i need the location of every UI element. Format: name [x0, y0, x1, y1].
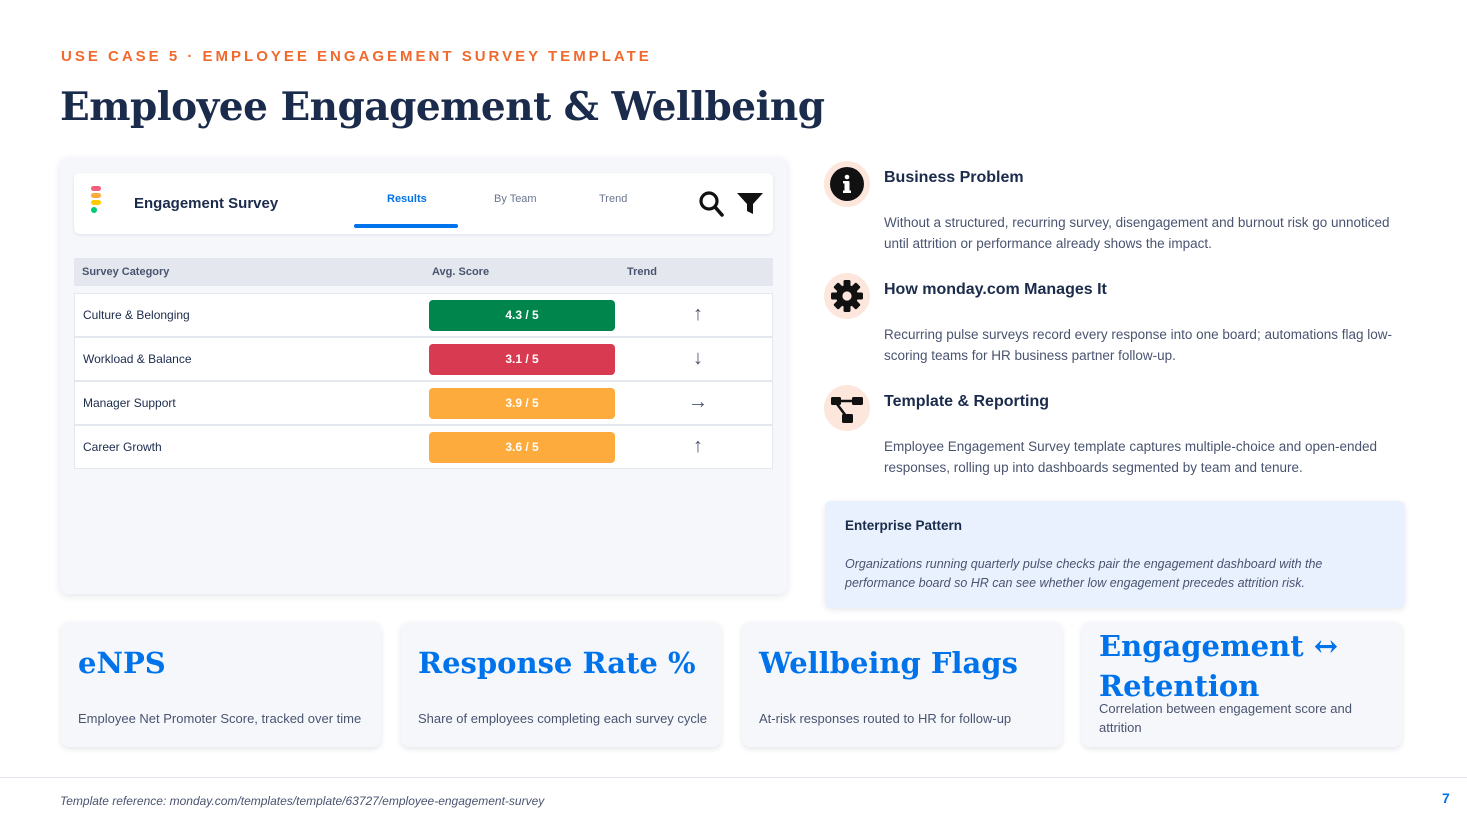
- card-description: Correlation between engagement score and…: [1099, 701, 1352, 735]
- table-header: Survey Category Avg. Score Trend: [74, 258, 773, 286]
- feature-title: Business Problem: [884, 169, 1024, 186]
- score-badge: 3.1 / 5: [429, 344, 615, 375]
- column-header-score: Avg. Score: [432, 266, 490, 278]
- column-header-category: Survey Category: [82, 266, 170, 278]
- info-icon-wrap: [824, 161, 870, 207]
- feature-description: Without a structured, recurring survey, …: [884, 215, 1390, 251]
- feature-title: Template & Reporting: [884, 393, 1050, 410]
- callout-body: Organizations running quarterly pulse ch…: [845, 557, 1323, 590]
- table-row[interactable]: Workload & Balance 3.1 / 5 ↓: [74, 337, 773, 381]
- hierarchy-icon-wrap: [824, 385, 870, 431]
- card-description: Employee Net Promoter Score, tracked ove…: [78, 711, 362, 726]
- footer-divider: [0, 777, 1467, 778]
- trend-up-icon: ↑: [693, 435, 703, 457]
- tab-trend[interactable]: Trend: [599, 193, 628, 205]
- filter-icon[interactable]: [736, 191, 764, 217]
- page-number: 7: [1442, 790, 1450, 806]
- row-category: Career Growth: [83, 440, 162, 454]
- tab-by-team[interactable]: By Team: [494, 193, 537, 205]
- table-row[interactable]: Manager Support 3.9 / 5 →: [74, 381, 773, 425]
- score-badge: 3.6 / 5: [429, 432, 615, 463]
- template-reference: Template reference: monday.com/templates…: [60, 794, 545, 808]
- card-title: eNPS: [78, 646, 166, 680]
- card-title: Response Rate %: [418, 646, 696, 680]
- app-header-bar: Engagement Survey Results By Team Trend: [74, 173, 773, 234]
- info-icon: [830, 167, 864, 201]
- card-title: Wellbeing Flags: [759, 646, 1018, 680]
- metric-card-response-rate: Response Rate % Share of employees compl…: [401, 622, 721, 747]
- card-description: Share of employees completing each surve…: [418, 711, 708, 726]
- trend-up-icon: ↑: [693, 303, 703, 325]
- score-badge: 3.9 / 5: [429, 388, 615, 419]
- row-category: Manager Support: [83, 396, 176, 410]
- card-title: Engagement ↔ Retention: [1099, 629, 1338, 703]
- card-description: At-risk responses routed to HR for follo…: [759, 711, 1012, 726]
- feature-title: How monday.com Manages It: [884, 281, 1107, 298]
- board-name: Engagement Survey: [134, 195, 279, 212]
- feature-description: Recurring pulse surveys record every res…: [884, 327, 1393, 363]
- tab-results[interactable]: Results: [387, 193, 427, 205]
- metric-card-engagement-retention: Engagement ↔ Retention Correlation betwe…: [1082, 622, 1402, 747]
- column-header-trend: Trend: [627, 266, 657, 278]
- feature-description: Employee Engagement Survey template capt…: [884, 439, 1378, 475]
- callout-title: Enterprise Pattern: [845, 518, 963, 533]
- search-icon[interactable]: [698, 190, 724, 218]
- metric-card-enps: eNPS Employee Net Promoter Score, tracke…: [61, 622, 381, 747]
- trend-flat-icon: →: [688, 391, 708, 413]
- score-badge: 4.3 / 5: [429, 300, 615, 331]
- active-tab-indicator: [354, 224, 458, 228]
- table-row[interactable]: Career Growth 3.6 / 5 ↑: [74, 425, 773, 469]
- gear-icon-wrap: [824, 273, 870, 319]
- hierarchy-icon: [830, 391, 864, 425]
- metric-card-wellbeing-flags: Wellbeing Flags At-risk responses routed…: [742, 622, 1062, 747]
- table-row[interactable]: Culture & Belonging 4.3 / 5 ↑: [74, 293, 773, 337]
- page-title: Employee Engagement & Wellbeing: [60, 84, 825, 130]
- row-category: Workload & Balance: [83, 352, 192, 366]
- gear-icon: [830, 279, 864, 313]
- kicker: USE CASE 5 · EMPLOYEE ENGAGEMENT SURVEY …: [61, 48, 652, 65]
- monday-logo-icon: [91, 186, 103, 214]
- enterprise-pattern-callout: Enterprise Pattern Organizations running…: [825, 501, 1405, 608]
- row-category: Culture & Belonging: [83, 308, 190, 322]
- trend-down-icon: ↓: [693, 347, 703, 369]
- survey-board-mockup: Engagement Survey Results By Team Trend …: [60, 158, 787, 594]
